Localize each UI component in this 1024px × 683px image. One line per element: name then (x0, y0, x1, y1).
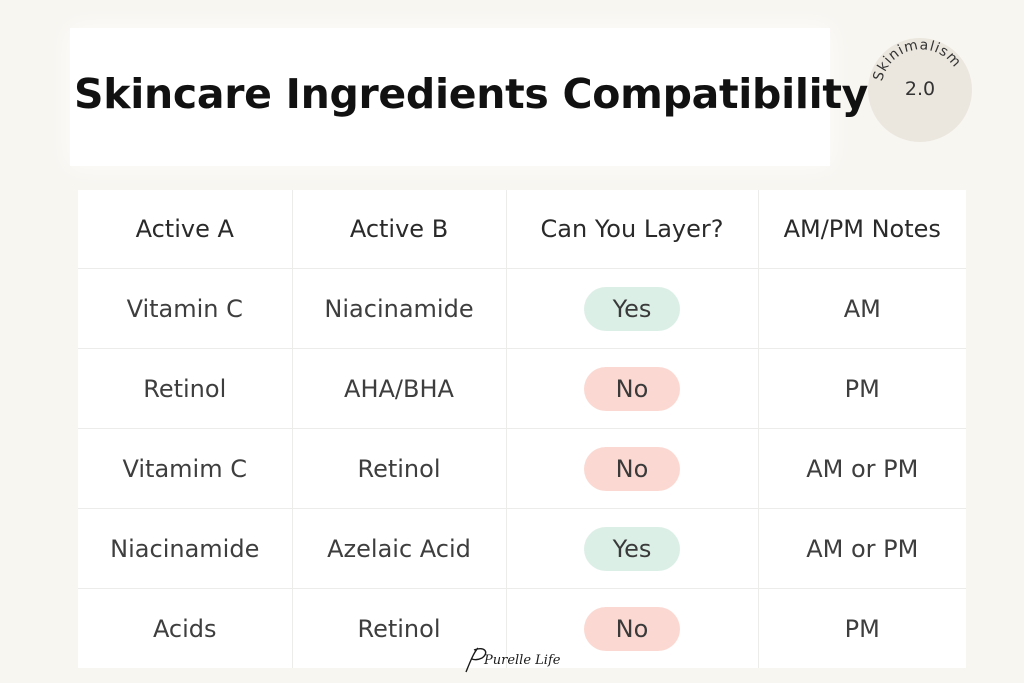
skinimalism-badge: Skinimalism 2.0 (868, 38, 972, 142)
badge-arc-text: Skinimalism (870, 38, 963, 83)
cell-active-b: AHA/BHA (292, 348, 507, 429)
layer-badge-yes: Yes (584, 526, 680, 571)
badge-arc-graphic: Skinimalism (870, 38, 964, 83)
cell-notes: AM or PM (758, 428, 966, 509)
table-row: Niacinamide Azelaic Acid Yes AM or PM (78, 508, 966, 589)
table-row: Acids Retinol No PM (78, 588, 966, 668)
layer-badge-no: No (584, 606, 680, 651)
svg-text:Skinimalism: Skinimalism (870, 38, 964, 83)
table-row: Vitamim C Retinol No AM or PM (78, 428, 966, 509)
cell-notes: AM (758, 268, 966, 349)
cell-active-b: Azelaic Acid (292, 508, 507, 589)
layer-badge-no: No (584, 446, 680, 491)
cell-layer: No (506, 348, 759, 429)
cell-active-a: Vitamim C (78, 428, 293, 509)
cell-notes: PM (758, 348, 966, 429)
table-row: Retinol AHA/BHA No PM (78, 348, 966, 429)
page-title: Skincare Ingredients Compatibility (74, 70, 869, 118)
cell-layer: No (506, 428, 759, 509)
cell-notes: AM or PM (758, 508, 966, 589)
cell-active-a: Niacinamide (78, 508, 293, 589)
cell-active-a: Acids (78, 588, 293, 668)
header-can-you-layer: Can You Layer? (506, 190, 759, 269)
cell-layer: Yes (506, 268, 759, 349)
cell-layer: No (506, 588, 759, 668)
header-active-b: Active B (292, 190, 507, 269)
title-card (70, 28, 830, 166)
cell-active-b: Retinol (292, 428, 507, 509)
cell-active-b: Niacinamide (292, 268, 507, 349)
cell-active-a: Vitamin C (78, 268, 293, 349)
cell-layer: Yes (506, 508, 759, 589)
signature-text: Purelle Life (483, 653, 561, 668)
header-am-pm-notes: AM/PM Notes (758, 190, 966, 269)
badge-version: 2.0 (904, 78, 936, 100)
table-header-row: Active A Active B Can You Layer? AM/PM N… (78, 190, 966, 269)
layer-badge-no: No (584, 366, 680, 411)
table-row: Vitamin C Niacinamide Yes AM (78, 268, 966, 349)
layer-badge-yes: Yes (584, 286, 680, 331)
header-active-a: Active A (78, 190, 293, 269)
cell-active-b: Retinol (292, 588, 507, 668)
cell-notes: PM (844, 614, 880, 643)
cell-active-a: Retinol (78, 348, 293, 429)
purelle-life-signature: Purelle Life (465, 647, 561, 673)
compatibility-table: Active A Active B Can You Layer? AM/PM N… (78, 190, 966, 668)
